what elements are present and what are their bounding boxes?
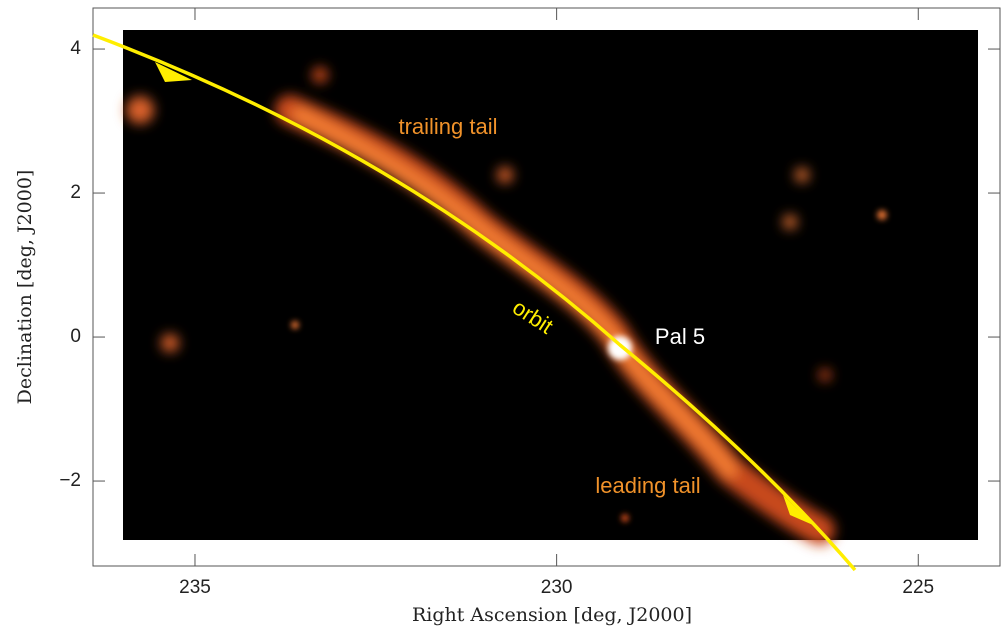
chart: trailing tail orbit Pal 5 leading tail R… (0, 0, 1005, 633)
source (291, 321, 299, 329)
annotation: leading tail (595, 473, 700, 498)
y-axis-label: Declination [deg, J2000] (14, 170, 36, 405)
y-tick-label: −2 (59, 470, 81, 491)
y-tick-label: 2 (70, 182, 81, 203)
annotation: trailing tail (398, 114, 497, 139)
y-tick-label: 4 (70, 38, 81, 59)
y-tick-label: 0 (70, 326, 81, 347)
source (877, 210, 887, 220)
source (621, 514, 629, 522)
x-tick-label: 225 (902, 577, 934, 598)
annotation: Pal 5 (655, 324, 705, 349)
x-tick-label: 235 (179, 577, 211, 598)
x-axis-label: Right Ascension [deg, J2000] (412, 604, 692, 626)
x-tick-label: 230 (541, 577, 573, 598)
